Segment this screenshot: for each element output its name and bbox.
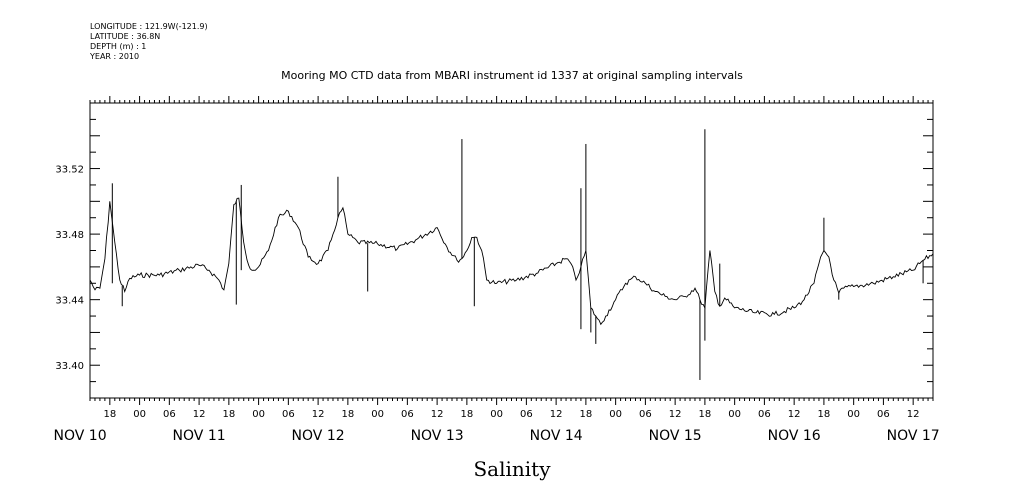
x-hour-label: 00 [490,409,503,420]
x-day-label: NOV 15 [649,428,702,444]
chart-title: Mooring MO CTD data from MBARI instrumen… [281,69,743,82]
x-hour-label: 18 [580,409,593,420]
x-hour-label: 12 [550,409,563,420]
x-day-label: NOV 13 [411,428,464,444]
x-axis: 18 00 06 12 18 00 06 12 18 00 06 12 18 00 06 12 18 00 06 12… [54,96,940,444]
depth-label: DEPTH (m) : 1 [90,42,147,51]
x-day-label: NOV 11 [173,428,226,444]
x-hour-label: 00 [847,409,860,420]
x-day-label: NOV 14 [530,428,583,444]
x-day-label: NOV 12 [292,428,345,444]
salinity-line [89,197,934,326]
x-hour-label: 18 [103,409,116,420]
year-label: YEAR : 2010 [90,52,140,61]
x-hour-label: 18 [341,409,354,420]
x-hour-label: 06 [520,409,533,420]
x-hour-label: 18 [699,409,712,420]
y-tick-label: 33.40 [55,361,84,372]
latitude-label: LATITUDE : 36.8N [90,32,161,41]
x-day-label: NOV 16 [768,428,821,444]
x-hour-label: 12 [669,409,682,420]
longitude-label: LONGITUDE : 121.9W(-121.9) [90,22,208,31]
x-day-label: NOV 10 [54,428,107,444]
salinity-series [89,129,934,380]
x-hour-label: 00 [371,409,384,420]
x-hour-label: 06 [401,409,414,420]
x-hour-label: 00 [609,409,622,420]
x-hour-label: 18 [818,409,831,420]
x-axis-label: Salinity [473,457,551,481]
metadata-block: LONGITUDE : 121.9W(-121.9) LATITUDE : 36… [90,22,208,62]
y-tick-label: 33.52 [55,165,84,176]
y-axis: 33.40 33.44 33.48 33.52 [55,102,933,399]
y-tick-label: 33.48 [55,230,84,241]
x-hour-label: 06 [639,409,652,420]
x-hour-label: 12 [193,409,206,420]
x-hour-label: 06 [282,409,295,420]
x-hour-label: 12 [788,409,801,420]
x-hour-label: 12 [312,409,325,420]
x-hour-label: 12 [907,409,920,420]
x-hour-label: 00 [252,409,265,420]
x-hour-label: 06 [877,409,890,420]
x-hour-label: 06 [758,409,771,420]
x-hour-label: 18 [222,409,235,420]
x-hour-label: 12 [431,409,444,420]
x-hour-label: 00 [133,409,146,420]
x-hour-label: 18 [461,409,474,420]
x-hour-label: 00 [728,409,741,420]
x-day-label: NOV 17 [887,428,940,444]
plot-frame [89,102,934,399]
y-tick-label: 33.44 [55,296,84,307]
x-hour-label: 06 [163,409,176,420]
